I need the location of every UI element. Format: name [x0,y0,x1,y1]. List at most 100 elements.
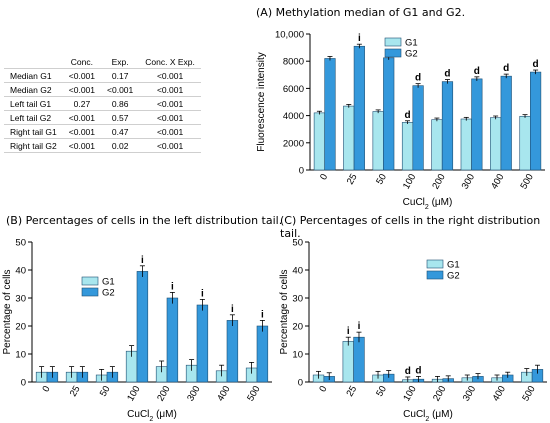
bar-g2 [196,304,209,383]
y-tick-label: 2000 [283,138,304,149]
y-tick-label: 10 [15,350,26,361]
significance-label: i [171,281,174,292]
y-tick-label: 20 [15,322,26,333]
table-cell: 0.27 [62,96,102,111]
table-cell: 0.47 [101,124,140,139]
legend-label: G2 [405,49,418,60]
y-tick-label: 8000 [283,57,304,68]
bar-g2 [353,336,365,383]
table-cell: 0.17 [101,68,140,83]
table-cell: 0.02 [101,138,140,153]
bar-g2 [500,75,512,171]
significance-label: d [415,73,421,84]
y-tick-label: 50 [15,238,26,249]
bar-g1 [372,111,384,171]
significance-label: i [201,288,204,299]
bar-g2 [471,78,483,171]
legend-swatch [81,276,99,286]
y-axis-label: Fluorescence intensity [256,52,267,152]
table-cell: <0.001 [139,124,201,139]
x-tick-label: 50 [374,172,389,187]
table-cell: <0.001 [101,82,140,97]
y-tick-label: 6000 [283,84,304,95]
bar-g2 [256,325,269,383]
significance-label: i [347,326,350,337]
y-tick-label: 0 [299,166,304,177]
x-axis-label: CuCl2 (μM) [403,197,453,211]
row-label: Left tail G1 [4,96,63,111]
x-tick-label: 25 [344,384,359,399]
chart-c-title: (C) Percentages of cells in the right di… [280,214,541,240]
significance-label: d [474,66,480,77]
legend-swatch [426,259,444,269]
bar-g2 [166,297,179,383]
table-cell: <0.001 [139,68,201,83]
y-tick-label: 50 [292,238,303,249]
row-label: Right tail G2 [4,138,63,153]
bar-g1 [343,105,355,171]
x-tick-label: 200 [430,172,447,191]
table-row: Right tail G2 <0.001 0.02 <0.001 [4,138,201,153]
table-cell: <0.001 [62,110,102,125]
y-tick-label: 20 [292,322,303,333]
x-tick-label: 0 [40,384,52,394]
table-row: Median G1 <0.001 0.17 <0.001 [4,68,201,83]
x-tick-label: 500 [520,384,537,403]
significance-label: d [533,59,539,70]
x-tick-label: 50 [374,384,389,399]
bar-g1 [460,118,472,171]
x-tick-label: 100 [125,384,142,403]
significance-label: d [444,69,450,80]
y-tick-label: 10 [292,350,303,361]
row-label: Median G1 [4,68,63,83]
bar-g1 [519,115,531,171]
significance-label: i [358,33,361,44]
legend-swatch [384,37,402,47]
x-tick-label: 300 [461,384,478,403]
table-cell: <0.001 [139,110,201,125]
significance-label: d [405,366,411,377]
significance-label: d [404,110,410,121]
significance-label: i [231,304,234,315]
row-label: Left tail G2 [4,110,63,125]
x-axis-label: CuCl2 (μM) [403,409,453,423]
table-row: Left tail G2 <0.001 0.57 <0.001 [4,110,201,125]
significance-label: i [261,309,264,320]
significance-label: d [503,63,509,74]
table-row: Median G2 <0.001 <0.001 <0.001 [4,82,201,97]
chart-a-title: (A) Methylation median of G1 and G2. [256,6,466,19]
y-tick-label: 4000 [283,111,304,122]
significance-label: i [141,255,144,266]
x-axis-label: CuCl2 (μM) [127,409,177,423]
bar-g2 [226,320,239,383]
bar-g2 [353,45,365,171]
legend-swatch [384,48,402,58]
x-tick-label: 500 [245,384,262,403]
table-cell: 0.86 [101,96,140,111]
table-cell: <0.001 [62,124,102,139]
significance-label: d [415,365,421,376]
x-tick-label: 400 [491,384,508,403]
y-tick-label: 10,000 [275,30,304,41]
x-tick-label: 100 [401,384,418,403]
bar-g2 [383,57,395,171]
bar-g2 [530,71,542,171]
x-tick-label: 200 [431,384,448,403]
x-tick-label: 0 [317,384,329,394]
bar-g1 [431,119,443,171]
row-label: Median G2 [4,82,63,97]
y-tick-label: 40 [292,266,303,277]
x-tick-label: 0 [318,172,330,182]
legend-label: G1 [102,277,115,288]
x-tick-label: 300 [185,384,202,403]
y-tick-label: 40 [15,266,26,277]
bar-g1 [313,112,325,171]
chart-c: 0 10 20 30 40 50 Percentage of cells i i d d 0 25 50 1… [279,238,547,423]
y-axis-label: Percentage of cells [2,269,13,354]
table-header-cell: Exp. [101,55,140,69]
legend-swatch [426,270,444,280]
table-cell: <0.001 [139,96,201,111]
bar-g1 [342,341,354,383]
x-tick-label: 400 [215,384,232,403]
